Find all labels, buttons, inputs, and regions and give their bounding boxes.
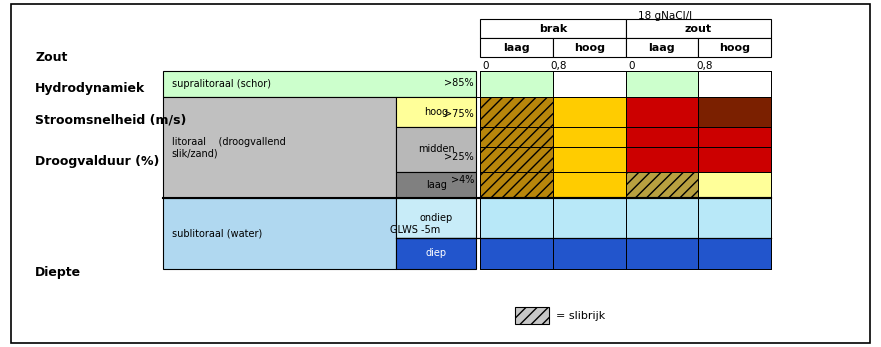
Text: 0,8: 0,8 [696, 61, 713, 71]
Text: 0: 0 [628, 61, 634, 71]
Bar [626, 198, 698, 238]
Text: GLWS -5m: GLWS -5m [390, 226, 440, 235]
Text: laag: laag [426, 180, 447, 190]
Bar [698, 97, 771, 127]
Text: diep: diep [426, 248, 447, 258]
Text: brak: brak [538, 24, 567, 34]
Bar [626, 238, 698, 269]
Text: laag: laag [648, 43, 675, 53]
Bar [553, 127, 626, 147]
Text: 18 gNaCl/l: 18 gNaCl/l [638, 11, 692, 20]
Text: sublitoraal (water): sublitoraal (water) [172, 229, 262, 238]
Bar [698, 127, 771, 147]
Text: ondiep: ondiep [419, 213, 453, 223]
Bar [553, 71, 626, 97]
Bar [553, 238, 626, 269]
Bar [480, 19, 626, 38]
Bar [480, 71, 553, 97]
Bar [480, 198, 553, 238]
Bar [698, 238, 771, 269]
Text: hoog: hoog [424, 107, 448, 117]
Bar [626, 147, 698, 172]
Bar [480, 38, 553, 57]
Bar [553, 38, 626, 57]
Bar [698, 198, 771, 238]
Text: >4%: >4% [450, 175, 474, 185]
Bar [396, 198, 476, 238]
Bar [698, 71, 771, 97]
Bar [163, 71, 476, 97]
Bar [698, 147, 771, 172]
Bar [396, 172, 476, 198]
Bar [553, 147, 626, 172]
Bar [480, 147, 553, 172]
Text: Zout: Zout [35, 51, 68, 64]
Bar [480, 127, 553, 147]
Text: supralitoraal (schor): supralitoraal (schor) [172, 79, 270, 89]
Bar [698, 38, 771, 57]
Text: hoog: hoog [719, 43, 750, 53]
Bar [480, 238, 553, 269]
Bar [396, 238, 476, 269]
Bar [626, 19, 771, 38]
Bar [163, 97, 396, 198]
Text: hoog: hoog [574, 43, 604, 53]
Bar [163, 198, 396, 269]
Text: zout: zout [685, 24, 712, 34]
Bar [396, 127, 476, 172]
Bar [553, 97, 626, 127]
Bar [698, 172, 771, 198]
Text: laag: laag [503, 43, 529, 53]
Text: 0,8: 0,8 [551, 61, 567, 71]
Bar [626, 71, 698, 97]
Bar [626, 97, 698, 127]
Text: = slibrijk: = slibrijk [556, 311, 605, 321]
Text: litoraal    (droogvallend
slik/zand): litoraal (droogvallend slik/zand) [172, 137, 285, 158]
Text: 0: 0 [483, 61, 489, 71]
Text: Droogvalduur (%): Droogvalduur (%) [35, 155, 159, 168]
Bar [626, 38, 698, 57]
Bar [626, 172, 698, 198]
Text: midden: midden [418, 144, 455, 154]
Text: Diepte: Diepte [35, 266, 81, 279]
Text: >75%: >75% [444, 109, 474, 119]
Bar [553, 198, 626, 238]
Text: Stroomsnelheid (m/s): Stroomsnelheid (m/s) [35, 113, 187, 126]
Bar [553, 172, 626, 198]
Text: >85%: >85% [444, 78, 474, 88]
Text: Hydrodynamiek: Hydrodynamiek [35, 82, 145, 95]
Bar [480, 172, 553, 198]
Bar [396, 97, 476, 127]
Bar [626, 127, 698, 147]
Text: >25%: >25% [444, 152, 474, 162]
Bar [515, 307, 549, 324]
Bar [480, 97, 553, 127]
